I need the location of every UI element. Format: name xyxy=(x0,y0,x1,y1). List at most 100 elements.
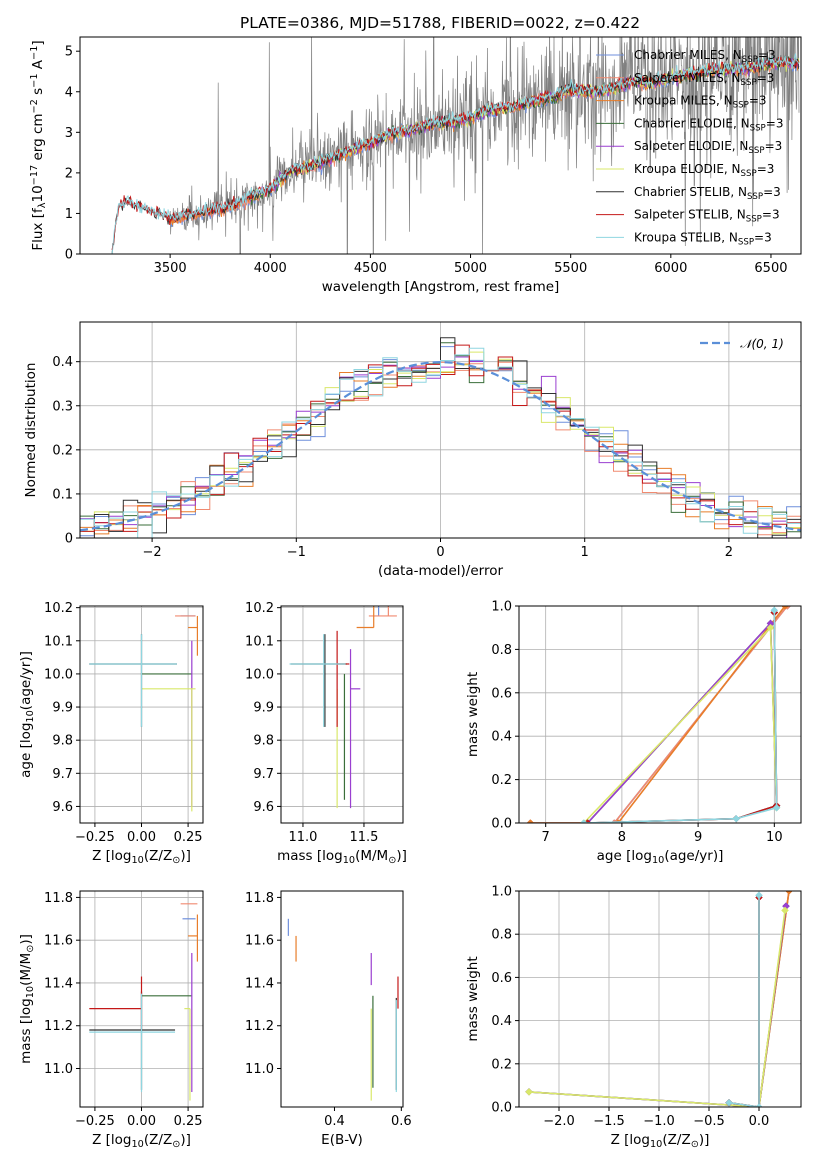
y-tick-label: 9.6 xyxy=(52,800,73,815)
legend-label: Chabrier ELODIE, NSSP=3 xyxy=(634,116,783,133)
x-tick-label: −2 xyxy=(143,545,162,560)
weight-series-kroupa-stelib xyxy=(579,606,781,823)
legend-label: Salpeter MILES, NSSP=3 xyxy=(634,71,774,88)
age-vs-mass-grid xyxy=(281,606,403,823)
legend-label: Kroupa STELIB, NSSP=3 xyxy=(634,230,772,247)
x-axis-label: Z [log10(Z/Z⊙)] xyxy=(92,1132,191,1150)
mass-vs-EBV-axes: 0.4 0.6 11.0 11.2 11.4 11.6 11.8 E(B-V) xyxy=(245,890,412,1148)
x-tick-label: −0.5 xyxy=(693,1114,725,1129)
x-tick-label: 9 xyxy=(694,830,702,845)
mass-weight-vs-age-panel: 7 8 9 10 0.0 0.2 0.4 0.6 0.8 1.0 age [log10(age/yr… xyxy=(465,600,802,866)
y-tick-label: 4 xyxy=(65,85,73,100)
mass-vs-metallicity-panel: −0.25 0.00 0.25 11.0 11.2 11.4 11.6 11.8 Z [log1… xyxy=(18,890,204,1150)
y-tick-label: 10.0 xyxy=(44,667,73,682)
axes-frame xyxy=(280,605,404,824)
x-tick-label: 6000 xyxy=(654,261,687,276)
x-tick-label: 3500 xyxy=(154,261,187,276)
weight-line xyxy=(728,895,760,1107)
x-axis-label: mass [log10(M/M⊙)] xyxy=(277,848,407,866)
y-tick-label: 0.3 xyxy=(52,399,73,414)
x-tick-label: 0.25 xyxy=(174,830,203,845)
legend-label: Salpeter ELODIE, NSSP=3 xyxy=(634,139,782,156)
x-tick-label: −1.0 xyxy=(643,1114,675,1129)
mass-weight-vs-Z-plot-area xyxy=(525,891,793,1107)
weight-marker xyxy=(772,803,781,812)
errorbar-kroupa-stelib xyxy=(89,634,177,727)
x-tick-label: 11.5 xyxy=(349,830,378,845)
x-tick-label: 8 xyxy=(618,830,626,845)
errorbar-salpeter-elodie xyxy=(349,649,361,809)
y-tick-label: 0.0 xyxy=(491,1101,512,1116)
x-tick-label: 0.0 xyxy=(749,1114,770,1129)
x-tick-label: 0.00 xyxy=(127,1114,156,1129)
y-tick-label: 11.2 xyxy=(245,1019,274,1034)
y-tick-label: 11.6 xyxy=(44,934,73,949)
residuals-axes: −2 −1 0 1 2 0 0.1 0.2 0.3 0.4 (data-model)/error No… xyxy=(23,321,802,579)
weight-marker xyxy=(770,606,779,615)
x-tick-label: 6500 xyxy=(754,261,787,276)
mass-vs-Z-plot-area xyxy=(89,903,199,1101)
y-tick-label: 0.2 xyxy=(491,1057,512,1072)
x-tick-label: 0.4 xyxy=(324,1114,345,1129)
weight-marker xyxy=(579,819,588,823)
x-tick-label: −0.25 xyxy=(75,1114,115,1129)
x-tick-label: 5000 xyxy=(454,261,487,276)
y-tick-label: 0.6 xyxy=(491,686,512,701)
legend-label: Kroupa MILES, NSSP=3 xyxy=(634,94,767,111)
y-tick-label: 0.4 xyxy=(52,355,73,370)
y-tick-label: 0.0 xyxy=(491,817,512,832)
x-axis-label: wavelength [Angstrom, rest frame] xyxy=(322,279,560,295)
errorbar-kroupa-elodie xyxy=(141,688,196,812)
mass-weight-vs-Z-axes: −2.0 −1.5 −1.0 −0.5 0.0 0.0 0.2 0.4 0.6 0.8 1.0 Z [… xyxy=(465,885,802,1150)
y-tick-label: 0.8 xyxy=(491,643,512,658)
x-tick-label: 4500 xyxy=(354,261,387,276)
age-vs-mass-panel: 11.0 11.5 9.6 9.7 9.8 9.9 10.0 10.1 10.2 mass [lo… xyxy=(245,601,407,866)
errorbar-kroupa-miles xyxy=(188,914,199,962)
y-tick-label: 10.0 xyxy=(245,667,274,682)
residuals-plot-area xyxy=(80,337,801,538)
y-tick-label: 1.0 xyxy=(491,885,512,900)
mass-weight-vs-age-plot-area xyxy=(526,606,792,823)
y-tick-label: 11.4 xyxy=(245,976,274,991)
x-tick-label: 5500 xyxy=(554,261,587,276)
y-tick-label: 5 xyxy=(65,45,73,60)
axes-frame xyxy=(518,890,802,1108)
mass-vs-Z-axes: −0.25 0.00 0.25 11.0 11.2 11.4 11.6 11.8 Z [log1… xyxy=(18,890,204,1150)
y-tick-label: 11.6 xyxy=(245,934,274,949)
y-axis-label: Normed distribution xyxy=(23,363,39,498)
y-tick-label: 9.8 xyxy=(253,734,274,749)
spectrum-panel: 3500 4000 4500 5000 5500 6000 6500 0 1 2 3 4 5 wavele… xyxy=(29,36,802,295)
errorbar-kroupa-stelib xyxy=(89,993,176,1093)
weight-line xyxy=(583,610,778,823)
weight-marker xyxy=(781,906,789,915)
legend-label: Kroupa ELODIE, NSSP=3 xyxy=(634,162,774,179)
y-axis-label: Flux [fλ10−17 erg cm−2 s−1 A−1] xyxy=(29,40,48,250)
y-tick-label: 9.7 xyxy=(52,767,73,782)
y-tick-label: 10.2 xyxy=(44,601,73,616)
legend-label: 𝒩(0, 1) xyxy=(740,337,784,351)
histogram-chabrier-stelib xyxy=(80,337,801,538)
y-axis-label: mass weight xyxy=(465,672,481,757)
y-tick-label: 0 xyxy=(65,248,73,263)
figure-title: PLATE=0386, MJD=51788, FIBERID=0022, z=0… xyxy=(240,14,640,32)
y-tick-label: 0.2 xyxy=(52,443,73,458)
legend-label: Chabrier STELIB, NSSP=3 xyxy=(634,185,781,202)
errorbar-kroupa-miles xyxy=(356,606,375,629)
x-tick-label: 0.00 xyxy=(127,830,156,845)
x-axis-label: Z [log10(Z/Z⊙)] xyxy=(92,848,191,866)
spectrum-legend: Chabrier MILES, NSSP=3 Salpeter MILES, NS… xyxy=(596,48,783,247)
observed-spectrum-line xyxy=(111,37,800,254)
histogram-legend: 𝒩(0, 1) xyxy=(700,337,784,351)
x-tick-label: 2 xyxy=(725,545,733,560)
weight-line xyxy=(528,910,786,1107)
x-tick-label: 0.25 xyxy=(174,1114,203,1129)
y-tick-label: 11.0 xyxy=(245,1062,274,1077)
axes-frame xyxy=(518,605,802,824)
x-tick-label: 11.0 xyxy=(288,830,317,845)
x-tick-label: −1.5 xyxy=(593,1114,625,1129)
y-tick-label: 2 xyxy=(65,166,73,181)
y-tick-label: 9.7 xyxy=(253,767,274,782)
x-tick-label: −1 xyxy=(287,545,306,560)
mass-weight-vs-metallicity-panel: −2.0 −1.5 −1.0 −0.5 0.0 0.0 0.2 0.4 0.6 0.8 1.0 Z [… xyxy=(465,885,802,1150)
